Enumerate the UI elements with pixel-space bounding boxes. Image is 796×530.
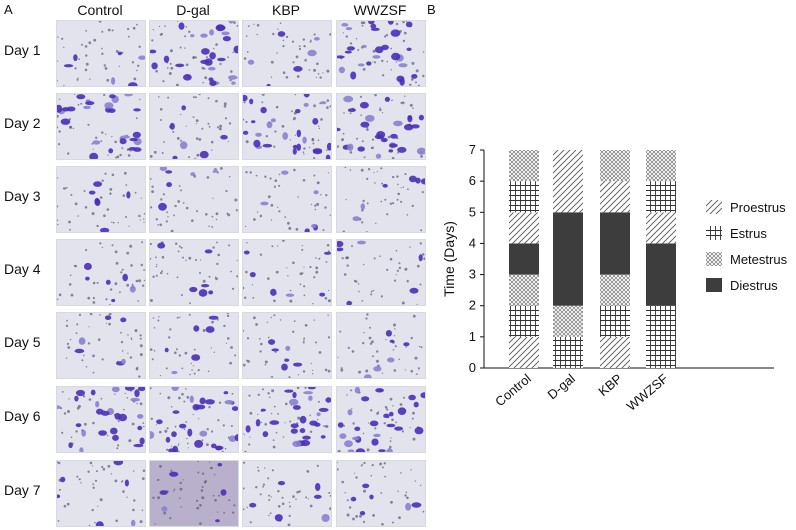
micrograph-tile [336, 93, 426, 160]
bar-segment-estrus [646, 181, 676, 213]
micrograph-tile [149, 20, 239, 87]
column-header: Control [77, 2, 123, 18]
y-tick-label: 3 [469, 267, 476, 282]
micrograph-tile [56, 166, 146, 233]
bar-segment-metestrus [553, 305, 583, 337]
y-tick-label: 4 [469, 235, 476, 250]
micrograph-tile [242, 239, 332, 306]
panel-a-letter: A [4, 2, 13, 17]
bar-segment-estrus [646, 305, 676, 368]
micrograph-tile [149, 386, 239, 453]
micrograph-tile [336, 166, 426, 233]
row-header: Day 3 [4, 188, 41, 204]
bar-segment-metestrus [509, 274, 539, 306]
bar-segment-estrus [509, 181, 539, 213]
micrograph-tile [56, 20, 146, 87]
bar-segment-estrus [509, 305, 539, 337]
bar-segment-diestrus [646, 243, 676, 306]
y-tick-label: 1 [469, 329, 476, 344]
bar-segment-proestrus [509, 336, 539, 368]
micrograph-tile [149, 166, 239, 233]
micrograph-tile [336, 239, 426, 306]
column-header: D-gal [176, 2, 210, 18]
bar-segment-proestrus [600, 181, 630, 213]
micrograph-tile [56, 93, 146, 160]
bar-segment-metestrus [600, 274, 630, 306]
legend-swatch-diestrus [706, 278, 722, 292]
bar-segment-proestrus [553, 150, 583, 213]
y-axis-title: Time (Days) [441, 221, 457, 297]
legend-swatch-metestrus [706, 252, 722, 266]
row-header: Day 6 [4, 408, 41, 424]
micrograph-tile [242, 312, 332, 379]
x-tick-label: KBP [595, 371, 625, 399]
bar-segment-metestrus [646, 150, 676, 182]
legend-swatch-proestrus [706, 200, 722, 214]
y-tick-label: 6 [469, 173, 476, 188]
micrograph-tile [336, 20, 426, 87]
micrograph-tile [149, 460, 239, 527]
bar-segment-estrus [600, 305, 630, 337]
panel-b-letter: B [427, 2, 436, 17]
legend-label: Diestrus [730, 278, 778, 293]
micrograph-tile [56, 312, 146, 379]
column-header: WWZSF [353, 2, 407, 18]
bar-segment-diestrus [600, 212, 630, 275]
legend-label: Estrus [730, 226, 767, 241]
legend-label: Proestrus [730, 200, 786, 215]
micrograph-tile [242, 460, 332, 527]
micrograph-tile [242, 166, 332, 233]
micrograph-tile [149, 93, 239, 160]
micrograph-tile [336, 460, 426, 527]
bar-segment-diestrus [509, 243, 539, 275]
micrograph-tile [336, 312, 426, 379]
bar-segment-proestrus [646, 212, 676, 244]
row-header: Day 1 [4, 42, 41, 58]
micrograph-tile [56, 386, 146, 453]
x-tick-label: WWZSF [624, 371, 671, 414]
bar-segment-diestrus [553, 212, 583, 306]
micrograph-tile [242, 386, 332, 453]
bar-segment-proestrus [600, 336, 630, 368]
micrograph-tile [242, 20, 332, 87]
y-tick-label: 0 [469, 360, 476, 375]
x-tick-label: D-gal [544, 371, 578, 403]
y-tick-label: 7 [469, 142, 476, 157]
bar-segment-estrus [553, 336, 583, 368]
x-tick-label: Control [492, 371, 534, 410]
legend-label: Metestrus [730, 252, 788, 267]
row-header: Day 7 [4, 482, 41, 498]
micrograph-tile [336, 386, 426, 453]
legend-swatch-estrus [706, 226, 722, 240]
micrograph-tile [149, 312, 239, 379]
y-tick-label: 5 [469, 204, 476, 219]
micrograph-tile [56, 239, 146, 306]
micrograph-tile [56, 460, 146, 527]
row-header: Day 5 [4, 334, 41, 350]
bar-segment-metestrus [509, 150, 539, 182]
micrograph-tile [242, 93, 332, 160]
bar-segment-metestrus [600, 150, 630, 182]
micrograph-tile [149, 239, 239, 306]
y-tick-label: 2 [469, 298, 476, 313]
row-header: Day 4 [4, 261, 41, 277]
row-header: Day 2 [4, 115, 41, 131]
bar-segment-proestrus [509, 212, 539, 244]
column-header: KBP [271, 2, 300, 18]
